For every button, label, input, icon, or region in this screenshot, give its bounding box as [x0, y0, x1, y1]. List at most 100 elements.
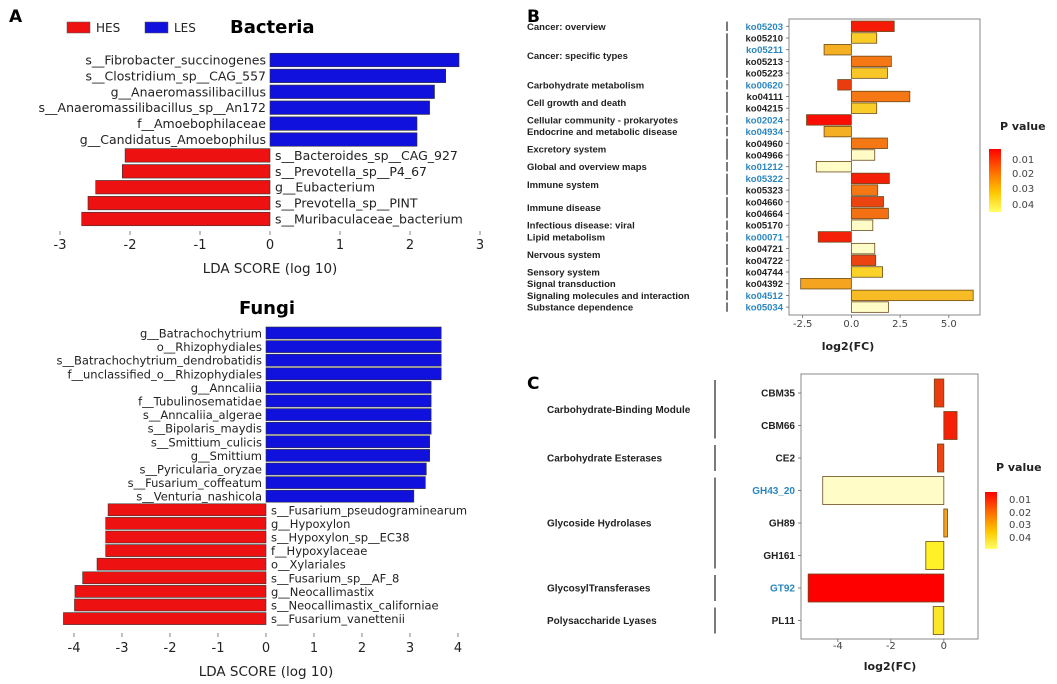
cazy-bar [933, 378, 945, 408]
bacteria-tick-label: -1 [194, 238, 207, 253]
kegg-row-label: ko04722 [745, 256, 783, 267]
kegg-bar [850, 102, 878, 114]
kegg-tick-label: 2.5 [892, 319, 908, 330]
fungi-bar [265, 353, 442, 367]
kegg-bar [850, 266, 883, 278]
kegg-row-label: ko04664 [745, 209, 783, 220]
fungi-bar [74, 585, 267, 598]
kegg-group-label: Lipid metabolism [527, 232, 605, 243]
fungi-bar-label: s__Anncaliia_algerae [143, 408, 262, 422]
kegg-bar [850, 207, 889, 220]
cazy-tick-label: 0 [941, 641, 947, 652]
kegg-row-label: ko04111 [747, 92, 784, 103]
bacteria-bar-label: s__Muribaculaceae_bacterium [275, 212, 463, 227]
bacteria-bar [269, 100, 430, 115]
kegg-bar [850, 137, 888, 149]
cazy-legend-title: P value [996, 461, 1042, 474]
kegg-pvalue-colorbar [989, 149, 1001, 212]
panel-letter-a: A [9, 7, 23, 27]
fungi-bar-label: s__Fusarium_vanettenii [271, 612, 405, 626]
kegg-bar [850, 90, 911, 103]
kegg-group-label: Global and overview maps [527, 162, 647, 173]
kegg-row-label: ko04660 [745, 197, 783, 208]
cazy-group-label: GlycosylTransferases [547, 584, 651, 595]
kegg-row-label: ko04960 [745, 139, 783, 150]
bacteria-bar [95, 180, 271, 195]
bacteria-tick-label: 0 [266, 238, 274, 253]
fungi-bar [265, 462, 427, 476]
bacteria-bar-label: s__Fibrobacter_succinogenes [85, 53, 266, 68]
kegg-row-label: ko00071 [745, 232, 783, 243]
fungi-bar-label: o__Rhizophydiales [157, 340, 262, 354]
kegg-group-label: Signaling molecules and interaction [527, 291, 690, 302]
bacteria-bar-label: s__Bacteroides_sp__CAG_927 [275, 148, 458, 163]
fungi-bar [265, 449, 430, 462]
kegg-row-label: ko05211 [746, 45, 784, 56]
cazy-bar [943, 411, 958, 440]
fungi-tick-label: 1 [310, 641, 318, 656]
kegg-bar [850, 149, 876, 161]
legend-swatch-hes [66, 21, 91, 34]
bacteria-bar [269, 68, 446, 83]
fungi-bar [265, 394, 432, 408]
kegg-legend-tick: 0.04 [1012, 200, 1034, 211]
cazy-bar [943, 508, 948, 538]
kegg-bar [837, 79, 852, 91]
fungi-bar-label: g__Anncaliia [191, 381, 262, 395]
kegg-bar [850, 196, 884, 208]
fungi-bar-label: s__Batrachochytrium_dendrobatidis [57, 354, 262, 368]
cazy-legend-tick: 0.01 [1009, 495, 1031, 506]
fungi-bar-label: s__Fusarium_sp__AF_8 [271, 571, 399, 585]
kegg-row-label: ko04512 [745, 291, 783, 302]
fungi-bar [105, 544, 267, 557]
kegg-bar [850, 172, 890, 185]
fungi-bar-label: s__Fusarium_pseudograminearum [271, 503, 467, 517]
kegg-group-label: Nervous system [527, 250, 600, 261]
bacteria-tick-label: -3 [54, 238, 67, 253]
kegg-group-label: Immune system [527, 180, 599, 191]
panel-letter-c: C [527, 374, 539, 394]
kegg-x-axis-title: log2(FC) [822, 340, 875, 353]
fungi-bar [265, 326, 442, 340]
kegg-legend-title: P value [1000, 120, 1046, 133]
fungi-bar-label: g__Neocallimastix [271, 585, 374, 599]
fungi-bar-label: s__Venturia_nashicola [136, 490, 262, 504]
fungi-bar-label: s__Fusarium_coffeatum [128, 476, 262, 490]
fungi-bar [265, 489, 415, 503]
kegg-group-label: Substance dependence [527, 303, 633, 314]
kegg-group-label: Cellular community - prokaryotes [527, 115, 678, 126]
kegg-group-label: Infectious disease: viral [527, 221, 635, 232]
kegg-row-label: ko00620 [745, 80, 783, 91]
bacteria-tick-label: 3 [476, 238, 484, 253]
kegg-row-label: ko04934 [745, 127, 783, 138]
bacteria-bar-label: s__Anaeromassilibacillus_sp__An172 [39, 100, 266, 115]
fungi-bar-label: f__unclassified_o__Rhizophydiales [67, 367, 262, 381]
bacteria-bar [269, 84, 435, 99]
cazy-tick-label: -2 [886, 641, 896, 652]
bacteria-bar-label: f__Amoebophilaceae [137, 116, 266, 131]
bacteria-bar-label: s__Clostridium_sp__CAG_557 [86, 68, 266, 83]
cazy-row-label: PL11 [772, 616, 796, 627]
fungi-bar [265, 340, 442, 353]
bacteria-bar [122, 164, 271, 179]
legend-label-les: LES [174, 21, 196, 35]
kegg-row-label: ko05170 [745, 221, 783, 232]
kegg-row-label: ko05223 [745, 69, 783, 80]
cazy-bar [937, 443, 945, 473]
fungi-bar [107, 503, 267, 517]
kegg-group-label: Cell growth and death [527, 98, 626, 109]
fungi-bar-label: s__Pyricularia_oryzae [140, 463, 262, 477]
kegg-group-label: Cancer: overview [527, 22, 606, 33]
fungi-bar-label: s__Neocallimastix_californiae [271, 599, 439, 613]
fungi-bar-label: s__Smittium_culicis [151, 435, 262, 449]
kegg-group-label: Excretory system [527, 145, 606, 156]
cazy-row-label: GH89 [769, 519, 796, 530]
fungi-tick-label: -4 [68, 641, 81, 656]
fungi-tick-label: 4 [454, 641, 462, 656]
kegg-bar [850, 20, 895, 32]
kegg-bar [850, 184, 879, 196]
bacteria-tick-label: -2 [124, 238, 137, 253]
cazy-row-label: GH43_20 [752, 486, 795, 497]
kegg-bar [850, 67, 888, 79]
kegg-row-label: ko05322 [745, 174, 783, 185]
